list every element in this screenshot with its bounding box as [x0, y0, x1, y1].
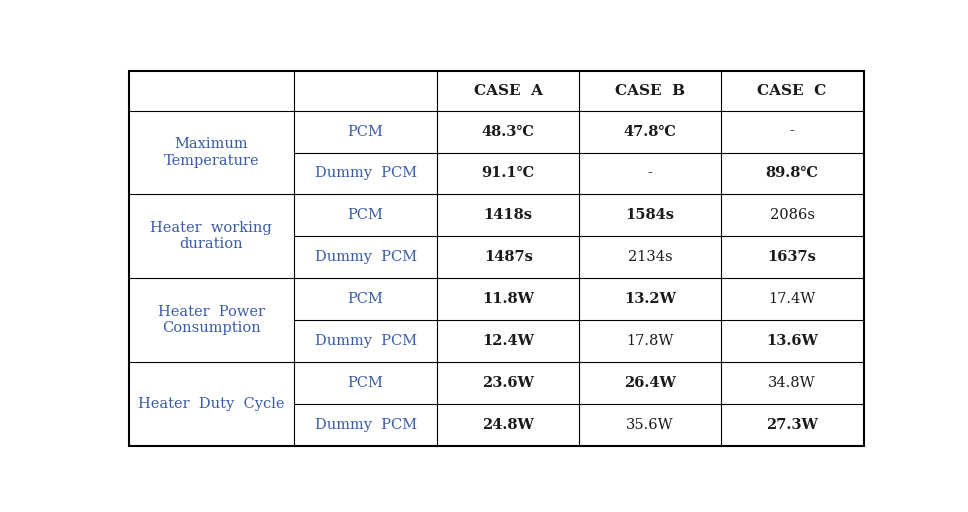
Text: Heater  working
duration: Heater working duration [150, 221, 272, 251]
Text: Heater  Power
Consumption: Heater Power Consumption [158, 305, 264, 335]
Text: 27.3W: 27.3W [766, 418, 818, 432]
Text: 13.2W: 13.2W [624, 292, 676, 306]
Text: 24.8W: 24.8W [482, 418, 534, 432]
Text: PCM: PCM [348, 208, 383, 222]
Text: 2086s: 2086s [770, 208, 814, 222]
Text: Heater  Duty  Cycle: Heater Duty Cycle [138, 397, 285, 411]
Text: PCM: PCM [348, 376, 383, 390]
Text: PCM: PCM [348, 292, 383, 306]
Text: -: - [790, 124, 795, 139]
Text: Dummy  PCM: Dummy PCM [315, 418, 416, 432]
Text: 35.6W: 35.6W [626, 418, 674, 432]
Text: PCM: PCM [348, 124, 383, 139]
Text: 1487s: 1487s [484, 250, 532, 264]
Text: 2134s: 2134s [628, 250, 673, 264]
Text: 12.4W: 12.4W [482, 334, 534, 348]
Text: 11.8W: 11.8W [482, 292, 534, 306]
Text: 23.6W: 23.6W [482, 376, 534, 390]
Text: 91.1℃: 91.1℃ [482, 166, 534, 180]
Text: 17.4W: 17.4W [769, 292, 816, 306]
Text: CASE  C: CASE C [757, 84, 827, 98]
Text: CASE  B: CASE B [615, 84, 685, 98]
Text: Dummy  PCM: Dummy PCM [315, 250, 416, 264]
Text: CASE  A: CASE A [473, 84, 543, 98]
Text: 1637s: 1637s [768, 250, 816, 264]
Text: 26.4W: 26.4W [624, 376, 676, 390]
Text: 1584s: 1584s [625, 208, 675, 222]
Text: 47.8℃: 47.8℃ [623, 124, 677, 139]
Text: Maximum
Temperature: Maximum Temperature [164, 137, 259, 167]
Text: Dummy  PCM: Dummy PCM [315, 166, 416, 180]
Text: Dummy  PCM: Dummy PCM [315, 334, 416, 348]
Text: -: - [648, 166, 652, 180]
Text: 48.3℃: 48.3℃ [482, 124, 534, 139]
Text: 17.8W: 17.8W [626, 334, 674, 348]
Text: 13.6W: 13.6W [766, 334, 818, 348]
Text: 89.8℃: 89.8℃ [766, 166, 819, 180]
Text: 1418s: 1418s [484, 208, 532, 222]
Text: 34.8W: 34.8W [769, 376, 816, 390]
